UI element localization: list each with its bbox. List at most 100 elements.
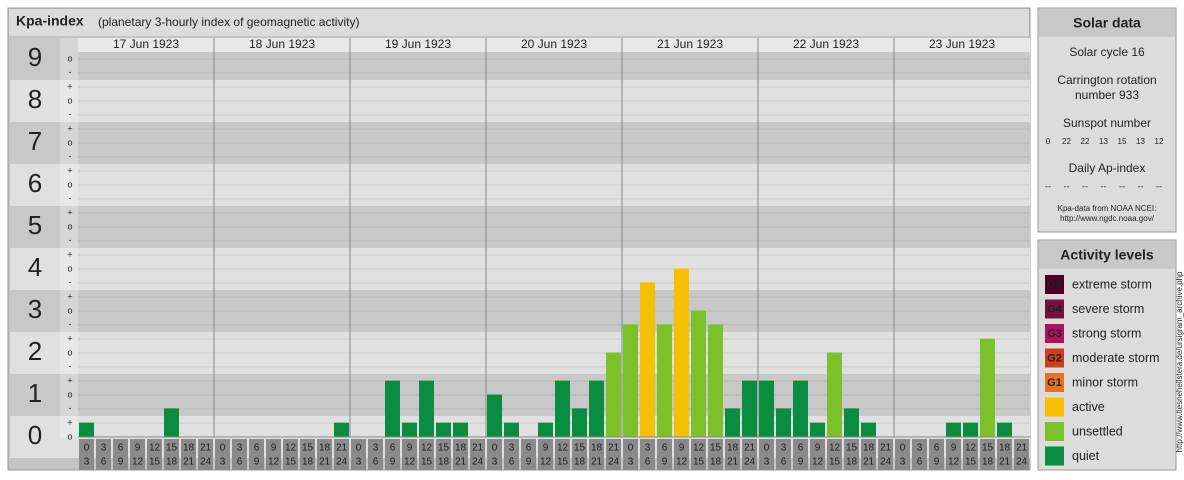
level-swatch	[1045, 348, 1064, 368]
minor-tick-label: -	[69, 361, 72, 371]
minor-tick-label: -	[69, 277, 72, 287]
solar-header	[1039, 9, 1175, 37]
solar-cycle: Solar cycle 16	[1069, 45, 1145, 59]
x-label-box	[963, 439, 978, 470]
x-tick-label: 15	[710, 443, 722, 454]
y-tick-label: 7	[28, 126, 42, 156]
x-label-box	[844, 439, 859, 470]
activity-title: Activity levels	[1060, 247, 1154, 263]
ap-value: --	[1064, 181, 1070, 191]
bar	[487, 394, 502, 438]
x-tick-label: 18	[999, 443, 1011, 454]
x-tick-label: 6	[237, 457, 243, 468]
x-tick-label: 18	[438, 457, 450, 468]
minor-tick-label: +	[67, 292, 72, 302]
y-tick-label: 1	[28, 378, 42, 408]
x-tick-label: 15	[285, 457, 297, 468]
minor-tick-label: +	[67, 166, 72, 176]
level-label: quiet	[1072, 449, 1100, 463]
activity-header	[1039, 241, 1175, 269]
minor-tick-label: +	[67, 250, 72, 260]
x-tick-label: 0	[492, 443, 498, 454]
level-label: severe storm	[1072, 302, 1144, 316]
ap-value: --	[1082, 181, 1088, 191]
x-tick-label: 9	[543, 443, 549, 454]
x-tick-label: 18	[727, 443, 739, 454]
minor-tick-label: -	[69, 235, 72, 245]
minor-tick-label: o	[67, 305, 72, 315]
x-tick-label: 15	[693, 457, 705, 468]
minor-tick-label: +	[67, 376, 72, 386]
minor-tick-label: +	[67, 208, 72, 218]
x-tick-label: 18	[591, 443, 603, 454]
ap-value: --	[1045, 181, 1051, 191]
x-tick-label: 3	[917, 443, 923, 454]
x-tick-label: 12	[812, 457, 824, 468]
minor-tick-label: o	[67, 431, 72, 441]
level-code: G5	[1047, 279, 1062, 291]
x-label-box	[79, 439, 94, 470]
x-label-box	[113, 439, 128, 470]
x-tick-label: 18	[710, 457, 722, 468]
x-tick-label: 0	[764, 443, 770, 454]
ap-value: --	[1119, 181, 1125, 191]
level-label: strong storm	[1072, 326, 1141, 340]
x-tick-label: 24	[1016, 457, 1028, 468]
x-label-box	[385, 439, 400, 470]
x-label-box	[436, 439, 451, 470]
solar-panel	[1037, 7, 1177, 233]
x-tick-label: 3	[764, 457, 770, 468]
x-tick-label: 9	[254, 457, 260, 468]
sunspot-number: 0	[1046, 137, 1051, 146]
x-label-box	[538, 439, 553, 470]
y-tick-label: 5	[28, 210, 42, 240]
level-band	[10, 248, 1030, 290]
bar	[725, 408, 740, 438]
x-tick-label: 12	[829, 443, 841, 454]
x-label-box	[317, 439, 332, 470]
bar	[742, 380, 757, 438]
x-tick-label: 6	[509, 457, 515, 468]
minor-tick-label: o	[67, 347, 72, 357]
day-header	[78, 38, 1030, 52]
x-label-box	[572, 439, 587, 470]
minor-tick-label: +	[67, 418, 72, 428]
x-label-box	[827, 439, 842, 470]
x-tick-label: 9	[271, 443, 277, 454]
x-tick-label: 18	[319, 443, 331, 454]
x-label-box	[300, 439, 315, 470]
x-tick-label: 12	[693, 443, 705, 454]
level-label: unsettled	[1072, 424, 1123, 438]
level-swatch	[1045, 373, 1064, 392]
x-tick-label: 3	[101, 443, 107, 454]
x-tick-label: 24	[336, 457, 348, 468]
x-label-box	[674, 439, 689, 470]
x-label-box	[453, 439, 468, 470]
level-code: G1	[1047, 377, 1062, 389]
level-label: moderate storm	[1072, 351, 1160, 365]
x-tick-label: 24	[744, 457, 756, 468]
y-tick-label: 6	[28, 168, 42, 198]
x-tick-label: 21	[880, 443, 892, 454]
x-tick-label: 0	[356, 443, 362, 454]
x-tick-label: 9	[815, 443, 821, 454]
x-label-box	[742, 439, 757, 470]
minor-tick-label: o	[67, 179, 72, 189]
x-tick-label: 9	[135, 443, 141, 454]
x-label-box	[895, 439, 910, 470]
bar	[453, 422, 468, 438]
x-tick-label: 21	[472, 443, 484, 454]
x-label-box	[606, 439, 621, 470]
watermark: http://www.tiesnehellstera.de/ursigram_a…	[1175, 271, 1184, 453]
day-label: 17 Jun 1923	[113, 37, 179, 51]
level-band	[10, 290, 1030, 332]
x-label-box	[504, 439, 519, 470]
x-label-box	[164, 439, 179, 470]
x-tick-label: 12	[268, 457, 280, 468]
bar	[759, 380, 774, 438]
x-label-box	[283, 439, 298, 470]
x-tick-label: 3	[84, 457, 90, 468]
bar	[946, 422, 961, 438]
x-tick-label: 0	[220, 443, 226, 454]
